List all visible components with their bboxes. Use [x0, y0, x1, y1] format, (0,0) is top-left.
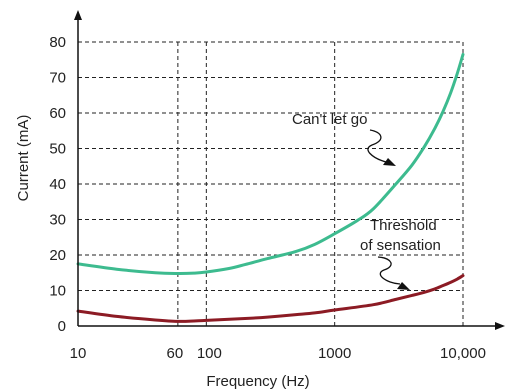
x-tick-label: 10	[70, 345, 87, 362]
annotation-threshold: Threshold	[370, 217, 437, 234]
y-tick-label: 70	[49, 70, 66, 87]
annotation-of-sensation: of sensation	[360, 237, 441, 254]
annotations: Can't let go Threshold of sensation	[292, 111, 441, 290]
annotation-threshold-arrowhead	[397, 282, 410, 290]
x-tick-label: 100	[197, 345, 222, 362]
annotation-cant-let-go: Can't let go	[292, 111, 367, 128]
y-tick-label: 0	[58, 318, 66, 335]
y-tick-label: 10	[49, 283, 66, 300]
y-tick-label: 80	[49, 34, 66, 51]
axes-layer	[74, 10, 505, 330]
series-line-cant-let-go	[76, 52, 465, 275]
series-line-threshold-of-sensation	[76, 274, 465, 323]
x-tick-label: 1000	[318, 345, 351, 362]
x-axis-arrowhead	[495, 322, 505, 330]
y-tick-label: 50	[49, 141, 66, 158]
y-tick-label: 40	[49, 176, 66, 193]
annotation-cant-let-go-arrowhead	[383, 158, 396, 166]
series-layer	[76, 52, 465, 323]
x-tick-label: 10,000	[440, 345, 486, 362]
y-axis-arrowhead	[74, 10, 82, 20]
annotation-threshold-leader	[377, 256, 401, 285]
x-axis-title: Frequency (Hz)	[206, 373, 309, 390]
y-axis-title: Current (mA)	[15, 115, 32, 202]
annotation-cant-let-go-leader	[367, 129, 387, 163]
x-tick-label: 60	[167, 345, 184, 362]
y-tick-label: 60	[49, 105, 66, 122]
y-tick-label: 20	[49, 247, 66, 264]
y-tick-label: 30	[49, 212, 66, 229]
grid-layer	[78, 41, 464, 326]
